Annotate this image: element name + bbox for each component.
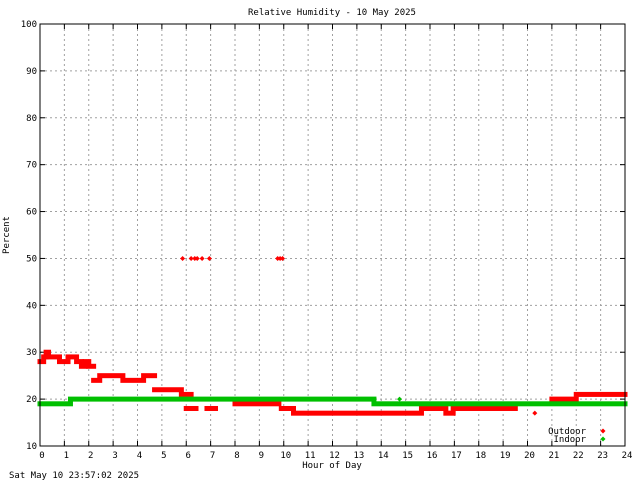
outdoor-data-run: [178, 391, 194, 397]
x-tick-label: 3: [112, 451, 117, 461]
x-tick-label: 9: [259, 451, 264, 461]
legend-marker-indoor: [600, 436, 606, 442]
outdoor-data-run: [65, 354, 80, 360]
outdoor-data-run: [152, 387, 184, 393]
legend-marker-outdoor: [600, 428, 606, 434]
x-tick-label: 20: [524, 451, 535, 461]
outdoor-data-run: [450, 405, 518, 411]
x-tick-label: 5: [161, 451, 166, 461]
indoor-data-point: [397, 396, 403, 402]
outdoor-data-run: [86, 363, 97, 369]
indoor-data-run: [37, 401, 73, 407]
series-layer: [37, 255, 628, 416]
x-tick-label: 13: [353, 451, 364, 461]
y-axis-label: Percent: [2, 216, 12, 254]
x-tick-label: 15: [402, 451, 413, 461]
outdoor-data-run: [91, 377, 103, 383]
outdoor-data-run: [443, 410, 456, 416]
outdoor-data-run: [204, 405, 218, 411]
x-tick-label: 4: [137, 451, 142, 461]
y-tick-label: 20: [26, 395, 37, 405]
x-tick-label: 10: [280, 451, 291, 461]
timestamp: Sat May 10 23:57:02 2025: [9, 471, 139, 480]
x-tick-label: 8: [234, 451, 239, 461]
x-tick-label: 7: [210, 451, 215, 461]
plot-frame: [39, 23, 626, 447]
outdoor-data-run: [43, 349, 52, 355]
outdoor-data-run: [46, 354, 62, 360]
x-tick-label: 2: [88, 451, 93, 461]
y-tick-label: 100: [21, 20, 37, 30]
outdoor-data-run: [41, 354, 49, 360]
x-tick-label: 19: [500, 451, 511, 461]
x-tick-label: 6: [186, 451, 191, 461]
x-tick-label: 12: [329, 451, 340, 461]
indoor-series: [37, 396, 628, 407]
outdoor-data-run: [37, 359, 47, 365]
legend-label-outdoor: Outdoor: [548, 427, 587, 437]
y-tick-label: 60: [26, 208, 37, 218]
y-tick-label: 70: [26, 161, 37, 171]
y-tick-label: 10: [26, 442, 37, 452]
x-tick-label: 16: [427, 451, 438, 461]
y-tick-label: 90: [26, 67, 37, 77]
x-tick-label: 23: [597, 451, 608, 461]
x-tick-label: 11: [305, 451, 316, 461]
outdoor-data-run: [78, 363, 88, 369]
outdoor-data-point: [188, 255, 194, 261]
x-tick-label: 0: [39, 451, 44, 461]
outdoor-data-point: [194, 255, 200, 261]
x-tick-labels: 0 1 2 3 4 5 6 7 8 9 10 11 12 13 14 15 16 17 18 19 20 21 22 23 24: [39, 451, 632, 461]
indoor-data-run: [371, 401, 628, 407]
x-tick-label: 14: [378, 451, 389, 461]
x-tick-label: 18: [475, 451, 486, 461]
x-tick-label: 1: [64, 451, 69, 461]
outdoor-data-run: [183, 405, 199, 411]
outdoor-series: [37, 255, 628, 416]
outdoor-data-run: [418, 405, 449, 411]
legend-label-indoor: Indoor: [553, 435, 586, 445]
y-tick-labels: 10 20 30 40 50 60 70 80 90 100: [21, 20, 37, 452]
y-tick-label: 30: [26, 348, 37, 358]
x-tick-label: 22: [573, 451, 584, 461]
outdoor-data-run: [74, 359, 84, 365]
y-tick-label: 50: [26, 254, 37, 264]
outdoor-data-point: [532, 410, 538, 416]
outdoor-data-run: [120, 377, 147, 383]
outdoor-data-run: [57, 359, 71, 365]
indoor-data-run: [67, 396, 377, 402]
outdoor-data-run: [573, 391, 628, 397]
x-tick-label: 21: [548, 451, 559, 461]
outdoor-data-point: [199, 255, 205, 261]
outdoor-data-run: [97, 373, 126, 379]
outdoor-data-run: [278, 405, 296, 411]
outdoor-data-run: [141, 373, 158, 379]
x-tick-label: 24: [622, 451, 633, 461]
x-axis-label: Hour of Day: [302, 461, 362, 471]
y-tick-label: 40: [26, 301, 37, 311]
outdoor-data-run: [232, 401, 282, 407]
outdoor-data-run: [82, 359, 92, 365]
x-tick-label: 17: [451, 451, 462, 461]
outdoor-data-point: [206, 255, 212, 261]
outdoor-data-point: [280, 255, 286, 261]
outdoor-data-run: [291, 410, 424, 416]
chart-title: Relative Humidity - 10 May 2025: [248, 8, 416, 18]
outdoor-data-run: [549, 396, 579, 402]
y-tick-label: 80: [26, 114, 37, 124]
outdoor-data-point: [180, 255, 186, 261]
